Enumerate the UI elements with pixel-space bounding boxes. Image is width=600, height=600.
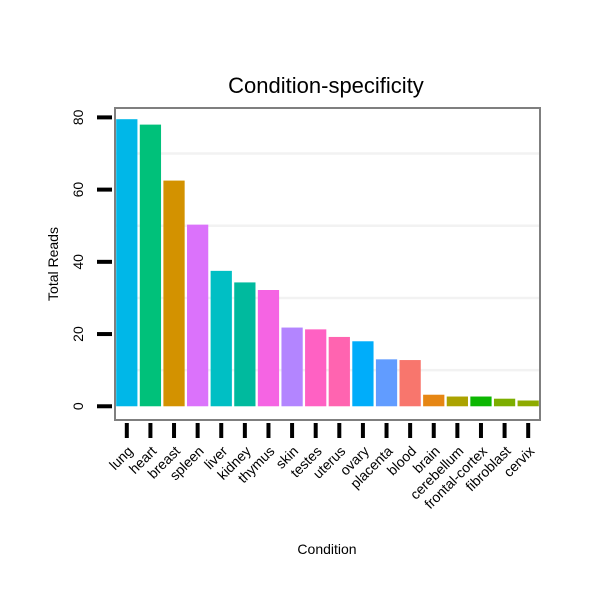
bar-lung — [116, 119, 138, 407]
x-axis: lungheartbreastspleenliverkidneythymussk… — [106, 423, 537, 512]
y-axis-label: Total Reads — [45, 227, 61, 301]
y-tick-label-60: 60 — [70, 182, 86, 198]
y-tick-label-40: 40 — [70, 254, 86, 270]
bar-uterus — [328, 336, 350, 407]
bar-brain — [423, 394, 445, 407]
y-tick-label-20: 20 — [70, 326, 86, 342]
plot-frame — [114, 107, 541, 421]
bar-frontal-cortex — [470, 396, 492, 407]
bar-thymus — [257, 290, 280, 407]
bar-cervix — [517, 400, 539, 407]
bar-fibroblast — [493, 398, 516, 407]
bar-spleen — [187, 224, 209, 407]
y-axis: 0 20 40 60 80 — [70, 109, 112, 410]
bar-blood — [399, 360, 421, 407]
y-tick-label-0: 0 — [70, 402, 86, 410]
bar-cerebellum — [446, 396, 468, 407]
bar-skin — [281, 327, 303, 407]
bar-breast — [163, 180, 185, 407]
bar-kidney — [234, 282, 256, 407]
bar-placenta — [375, 359, 398, 407]
bars — [116, 119, 539, 407]
bar-testes — [305, 329, 327, 407]
bar-ovary — [352, 341, 374, 407]
chart-title: Condition-specificity — [228, 73, 424, 98]
gridlines — [116, 152, 539, 372]
y-tick-label-80: 80 — [70, 109, 86, 125]
x-axis-label: Condition — [297, 541, 356, 557]
bar-heart — [139, 124, 162, 407]
bar-liver — [210, 270, 232, 407]
